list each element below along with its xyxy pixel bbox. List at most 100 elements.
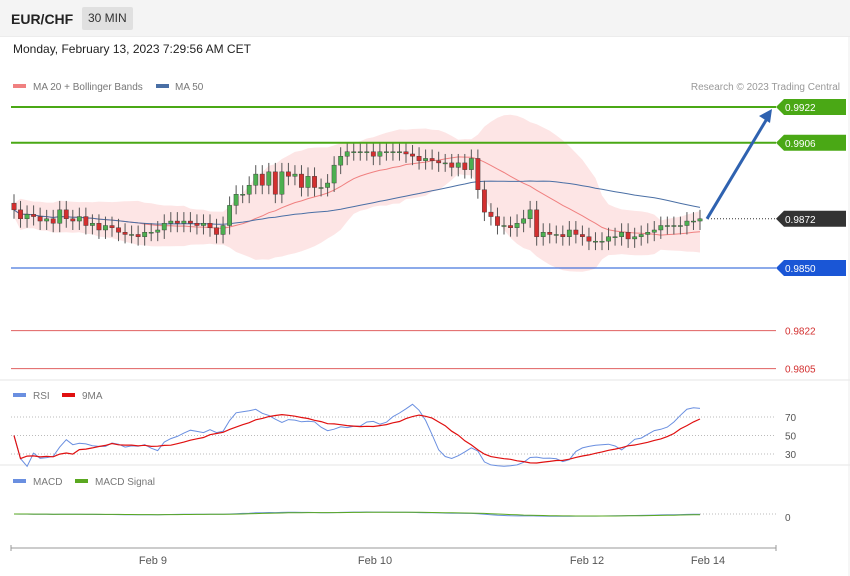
candle-body (325, 182, 330, 188)
x-tick-label: Feb 10 (358, 555, 392, 567)
candle-body (586, 236, 592, 242)
candle-body (599, 240, 605, 243)
candle-body (24, 214, 30, 220)
candle-body (462, 162, 468, 170)
legend-swatch-macd (13, 479, 26, 483)
candle-body (344, 151, 350, 157)
candle-body (116, 227, 121, 233)
pivot-tag (776, 260, 846, 276)
support-label: 0.9805 (785, 365, 816, 376)
candle-body (671, 225, 677, 227)
legend-ma20-label: MA 20 + Bollinger Bands (33, 82, 143, 93)
candle-body (63, 209, 69, 220)
candle-body (606, 236, 611, 242)
candle-body (593, 240, 598, 243)
legend-ma50-label: MA 50 (175, 82, 204, 93)
macd-signal-line (14, 511, 701, 517)
rsi-level-label: 70 (785, 413, 797, 424)
x-tick-label: Feb 12 (570, 555, 604, 567)
support-label: 0.9822 (785, 327, 816, 338)
candle-body (691, 220, 696, 223)
legend-swatch-ma20 (13, 84, 26, 88)
candle-body (266, 171, 272, 186)
legend-rsi-label: RSI (33, 391, 50, 402)
candle-body (233, 194, 239, 206)
candle-body (514, 223, 520, 228)
copyright-label: Research © 2023 Trading Central (691, 82, 840, 93)
timeframe-button[interactable]: 30 MIN (82, 7, 133, 30)
chart-datetime: Monday, February 13, 2023 7:29:56 AM CET (13, 42, 251, 56)
resistance-label: 0.9922 (785, 103, 816, 114)
candle-body (436, 160, 442, 164)
candle-body (194, 223, 200, 226)
candle-body (416, 155, 422, 161)
candle-body (658, 225, 664, 231)
candle-body (181, 220, 187, 224)
candle-body (187, 220, 193, 224)
candle-body (397, 151, 402, 153)
candle-body (364, 151, 370, 153)
candle-body (449, 162, 455, 168)
candle-body (482, 189, 487, 213)
candle-body (645, 232, 651, 235)
legend-macd-signal-label: MACD Signal (95, 477, 155, 488)
legend-swatch-ma50 (156, 84, 169, 88)
candle-body (168, 220, 174, 224)
resistance-label: 0.9906 (785, 139, 816, 150)
legend-rsi-ma-label: 9MA (82, 391, 103, 402)
projection-arrow-head (759, 109, 772, 123)
candle-body (403, 151, 409, 155)
legend-swatch-macd-signal (75, 479, 88, 483)
candle-body (495, 216, 500, 226)
candle-body (619, 232, 625, 237)
candle-body (508, 225, 513, 228)
candle-body (612, 236, 618, 238)
candle-body (553, 234, 559, 236)
candle-body (370, 151, 376, 157)
legend-macd-label: MACD (33, 477, 62, 488)
candle-body (566, 229, 572, 237)
rsi-level-label: 50 (785, 432, 797, 443)
candle-body (286, 171, 291, 177)
resistance-tag (776, 134, 846, 151)
candle-body (540, 232, 546, 237)
candle-body (521, 218, 527, 224)
chart-header-bar: EUR/CHF 30 MIN (0, 0, 850, 37)
macd-level-label: 0 (785, 513, 791, 524)
candle-body (573, 229, 579, 235)
candle-body (135, 234, 141, 237)
instrument-title: EUR/CHF (11, 11, 74, 27)
candle-body (292, 173, 298, 177)
candle-body (201, 223, 206, 226)
legend-swatch-rsi (13, 393, 26, 397)
candle-body (429, 158, 435, 161)
candle-body (31, 214, 36, 217)
candle-body (11, 202, 17, 211)
candle-body (678, 225, 683, 227)
candle-body (638, 234, 644, 237)
candle-body (684, 220, 690, 226)
candle-body (207, 223, 213, 228)
candle-body (76, 216, 82, 222)
candle-body (240, 194, 246, 196)
current-price-tag (776, 210, 846, 227)
candle-body (279, 171, 285, 195)
candle-body (220, 225, 226, 235)
candle-body (377, 151, 383, 157)
candle-body (96, 223, 102, 231)
candle-body (534, 209, 540, 237)
candle-body (338, 155, 344, 166)
candle-body (272, 171, 278, 195)
candle-body (442, 162, 448, 165)
candle-body (142, 232, 148, 237)
candle-body (37, 216, 43, 222)
rsi-level-label: 30 (785, 450, 797, 461)
candle-body (70, 218, 76, 222)
candle-body (83, 216, 89, 226)
candle-body (122, 232, 128, 235)
candle-body (109, 225, 115, 228)
candle-body (527, 209, 533, 220)
candle-body (632, 236, 638, 240)
candle-body (312, 176, 317, 188)
